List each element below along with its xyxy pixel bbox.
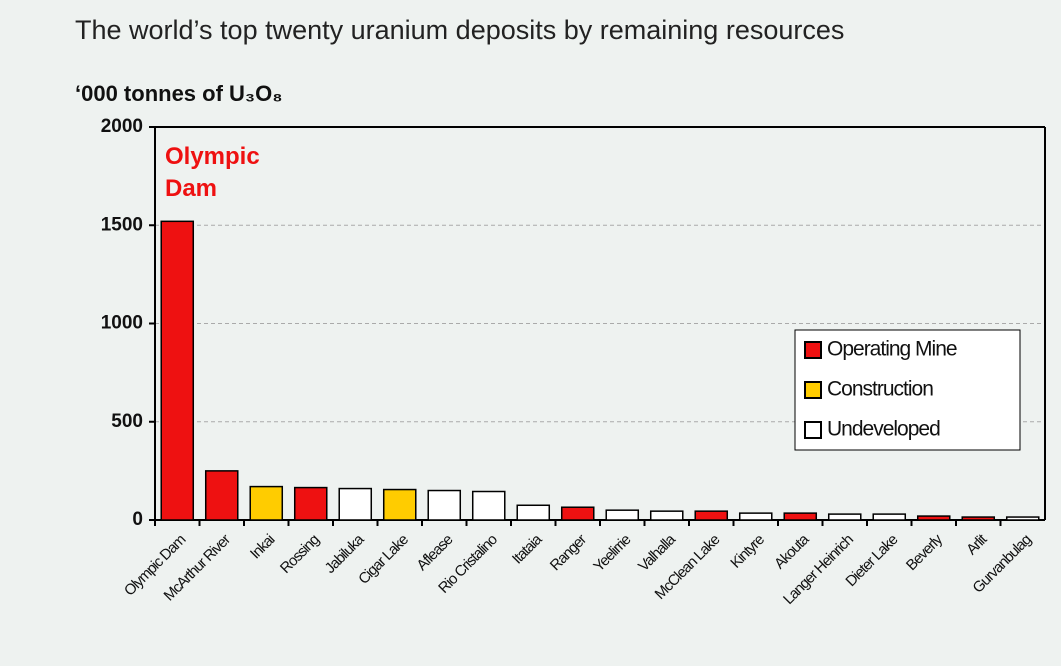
- bar: [293, 486, 328, 521]
- y-axis-label: ‘000 tonnes of U₃O₈: [75, 81, 283, 106]
- bar: [916, 515, 951, 521]
- bar: [738, 512, 773, 521]
- bar: [783, 512, 818, 521]
- legend-swatch: [804, 341, 822, 359]
- y-tick-label: 1500: [101, 214, 143, 235]
- bar: [605, 509, 640, 521]
- annotation-text: Olympic: [165, 143, 260, 170]
- bar: [961, 516, 996, 521]
- bar: [560, 506, 595, 521]
- bar: [1005, 516, 1040, 521]
- bar: [382, 488, 417, 521]
- annotation: Olympic Dam: [165, 143, 260, 202]
- y-tick-label: 1000: [101, 313, 143, 334]
- y-tick-label: 2000: [101, 116, 143, 137]
- bar: [338, 487, 373, 521]
- legend-swatch: [804, 421, 822, 439]
- bar: [516, 504, 551, 521]
- bar: [427, 489, 462, 521]
- legend-box: [794, 329, 1021, 451]
- annotation-text-line: Dam: [165, 175, 217, 202]
- bar: [249, 485, 284, 521]
- legend-label: Operating Mine: [827, 338, 957, 361]
- y-tick-label: 500: [111, 411, 143, 432]
- legend-swatch: [804, 381, 822, 399]
- bar: [872, 513, 907, 521]
- bar: [160, 220, 195, 521]
- bar: [694, 510, 729, 521]
- chart-title: The world’s top twenty uranium deposits …: [75, 15, 844, 45]
- legend-label: Construction: [827, 378, 933, 401]
- legend-label: Undeveloped: [827, 418, 940, 441]
- bar: [471, 490, 506, 521]
- bar: [827, 513, 862, 521]
- bar: [649, 510, 684, 521]
- y-tick-label: 0: [132, 509, 143, 530]
- bar: [204, 470, 239, 521]
